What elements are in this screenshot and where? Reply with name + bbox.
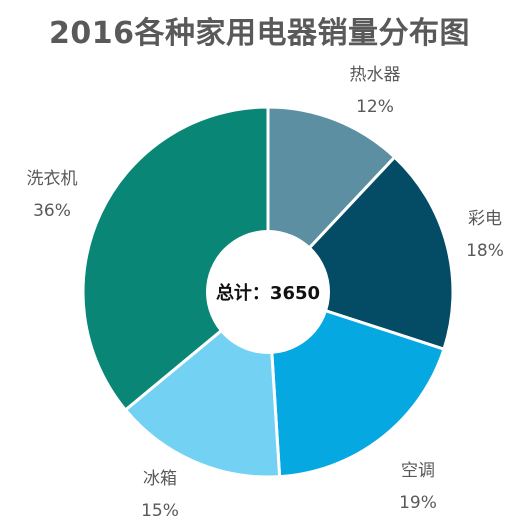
chart-title: 2016各种家用电器销量分布图 <box>49 16 470 51</box>
slice-label: 空调 <box>401 461 435 481</box>
slice-label: 彩电 <box>468 209 502 229</box>
slice-percent-label: 12% <box>356 97 394 117</box>
center-total-label: 总计：3650 <box>216 282 320 304</box>
slice-label: 热水器 <box>350 65 401 85</box>
pie-slice-3 <box>266 289 446 479</box>
slice-percent-label: 18% <box>466 241 504 261</box>
center-hole <box>206 230 330 354</box>
pie-slice-5 <box>81 105 270 413</box>
slice-percent-label: 19% <box>399 493 437 513</box>
slice-label: 冰箱 <box>143 469 177 489</box>
slice-percent-label: 15% <box>141 501 179 520</box>
slice-percent-label: 36% <box>33 201 71 221</box>
slice-label: 洗衣机 <box>27 169 78 189</box>
